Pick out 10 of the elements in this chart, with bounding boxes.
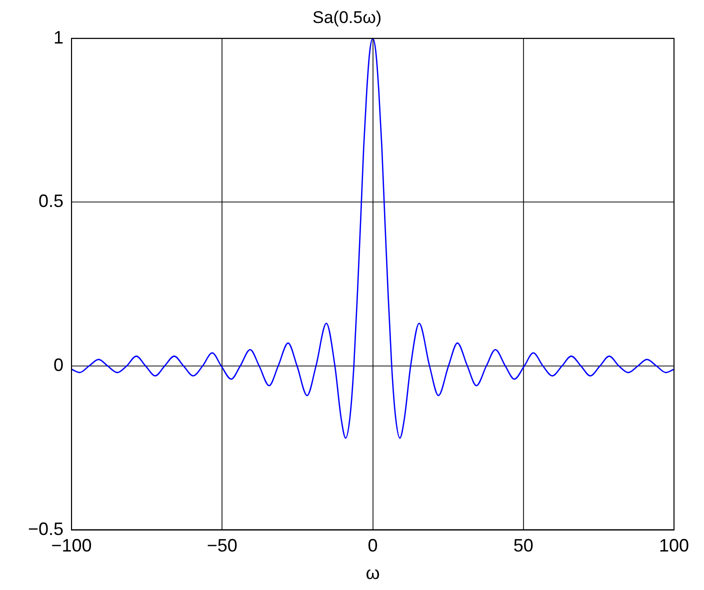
y-tick-label: 0 bbox=[54, 354, 64, 375]
x-tick-label: 100 bbox=[658, 536, 690, 556]
y-tick-label: 0.5 bbox=[38, 191, 64, 212]
line-series bbox=[72, 38, 674, 439]
x-tick-label: −50 bbox=[206, 536, 238, 556]
chart-title: Sa(0.5ω) bbox=[312, 8, 382, 27]
x-axis-title: ω bbox=[366, 563, 380, 584]
x-tick-label: 0 bbox=[368, 536, 378, 556]
x-tick-label: 50 bbox=[513, 536, 534, 556]
y-tick-label: 1 bbox=[54, 27, 64, 48]
